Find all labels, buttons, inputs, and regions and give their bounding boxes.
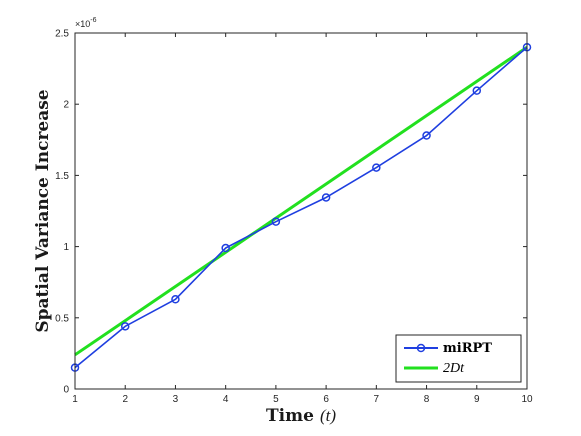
series-point-miRPT-8 <box>472 86 482 95</box>
plot-area <box>75 33 527 389</box>
y-tick-label-0: 0 <box>63 385 69 396</box>
y-tick-label-5: 2.5 <box>55 29 69 40</box>
series-point-miRPT-2 <box>171 295 180 304</box>
legend-marker-miRPT <box>416 343 426 353</box>
series-point-miRPT-6 <box>372 163 381 172</box>
x-tick-label-8: 9 <box>474 394 480 405</box>
x-tick-label-4: 5 <box>273 394 279 405</box>
x-ticks: 1 2 3 4 5 6 7 8 9 10 <box>72 33 533 405</box>
series-point-miRPT-3 <box>221 243 230 253</box>
x-tick-label-0: 1 <box>72 394 78 405</box>
plot-frame <box>74 32 528 390</box>
series-point-miRPT-1 <box>120 322 130 331</box>
legend: miRPT 2Dt <box>395 334 522 383</box>
x-tick-label-1: 2 <box>122 394 128 405</box>
y-tick-label-1: 0.5 <box>55 313 69 324</box>
x-tick-label-7: 8 <box>424 394 430 405</box>
x-tick-label-5: 6 <box>323 394 329 405</box>
x-tick-label-9: 10 <box>521 394 533 405</box>
legend-label-2Dt: 2Dt <box>443 361 465 376</box>
x-axis-title-text: Time <box>266 406 314 426</box>
x-tick-label-6: 7 <box>374 394 380 405</box>
x-axis-title: Time (t) <box>266 406 336 426</box>
series-line-miRPT <box>74 46 528 369</box>
legend-box <box>395 334 522 383</box>
y-tick-label-2: 1 <box>63 242 69 253</box>
x-tick-label-3: 4 <box>223 394 229 405</box>
y-tick-label-3: 1.5 <box>55 171 69 182</box>
y-exponent: ×10-6 <box>75 17 97 29</box>
y-exponent-power: -6 <box>90 17 96 24</box>
series-point-miRPT-4 <box>271 217 281 226</box>
series-point-miRPT-7 <box>422 131 431 140</box>
y-axis-title: Spatial Variance Increase <box>33 89 53 332</box>
plot-lines <box>70 42 532 372</box>
y-tick-label-4: 2 <box>63 100 69 111</box>
x-tick-label-2: 3 <box>173 394 179 405</box>
series-line-2Dt <box>74 45 528 357</box>
series-point-miRPT-5 <box>321 193 331 202</box>
y-ticks: 0 0.5 1 1.5 2 2.5 <box>55 29 527 396</box>
legend-label-miRPT: miRPT <box>443 341 492 356</box>
x-axis-title-math: (t) <box>320 406 336 425</box>
